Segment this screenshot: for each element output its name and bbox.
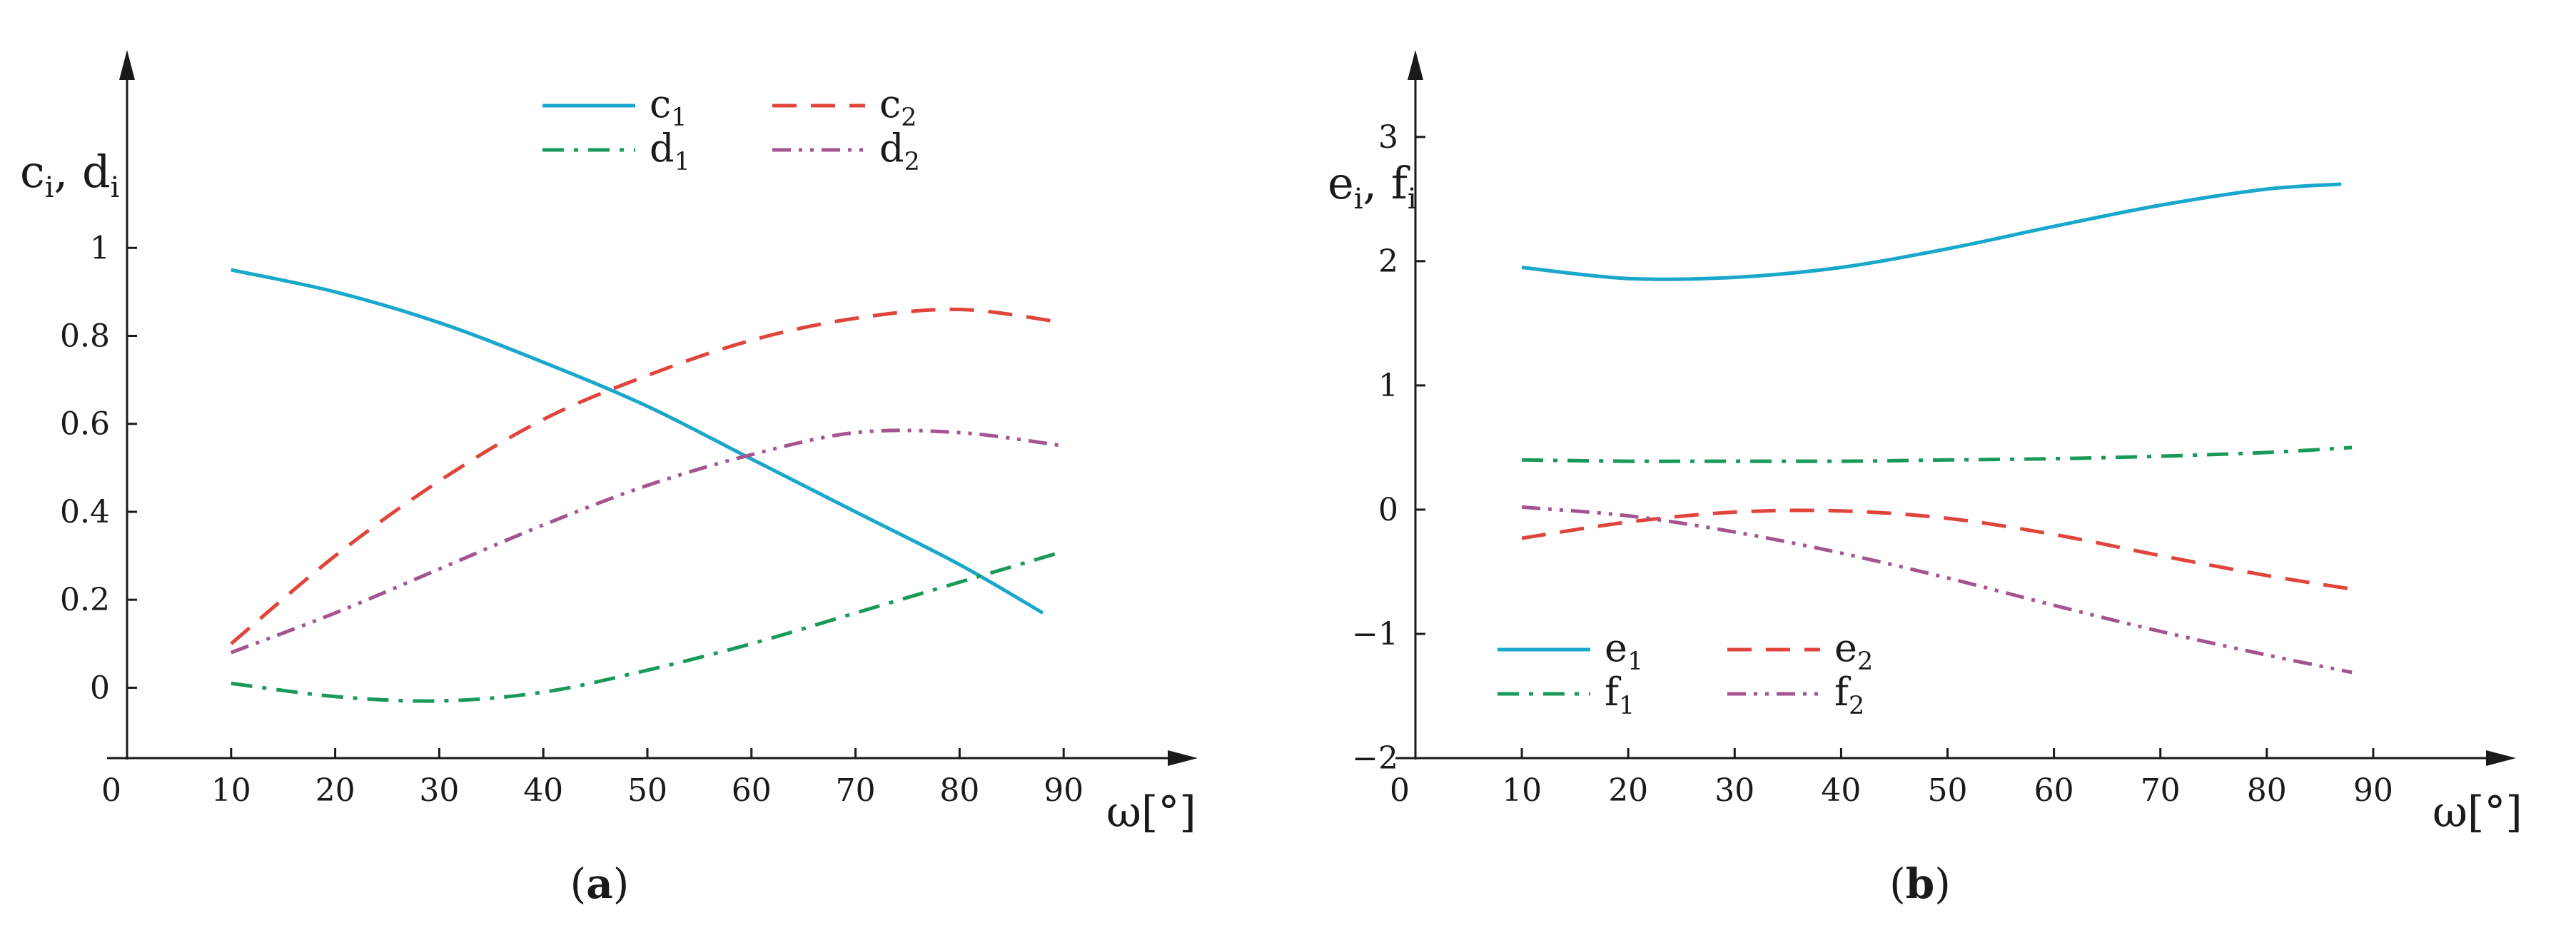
y-tick-label: 1	[90, 230, 110, 266]
y-axis-label: ci, di	[20, 146, 119, 204]
series-line-d1	[231, 550, 1064, 703]
y-tick-label: −1	[1352, 616, 1398, 652]
legend-label-f2-sub: 2	[1849, 692, 1864, 720]
legend-label-f2: f2	[1834, 670, 1864, 720]
legend-label-c1-main: c	[650, 81, 671, 126]
origin-label: 0	[1390, 772, 1410, 809]
legend-label-e1-sub: 1	[1627, 647, 1643, 676]
x-axis-label: ω[°]	[2433, 787, 2522, 837]
series-line-d2	[230, 428, 1064, 655]
x-tick-label: 50	[627, 772, 667, 809]
y-axis-label-part: ,	[1363, 157, 1391, 209]
x-tick-label: 60	[2034, 772, 2074, 809]
x-tick-label: 70	[2141, 772, 2181, 809]
y-axis-label-part: e	[1328, 157, 1354, 209]
x-tick-label: 10	[1502, 772, 1542, 809]
origin-label: 0	[101, 772, 121, 809]
y-tick-label: 0.4	[60, 494, 110, 530]
series-line-e1	[1521, 182, 2342, 281]
x-tick-label: 80	[939, 772, 979, 809]
x-tick-label: 80	[2247, 772, 2287, 809]
series-line-f2	[1521, 505, 2353, 675]
x-tick-label: 50	[1928, 772, 1968, 809]
y-tick-label: 0.8	[60, 318, 110, 354]
x-tick-label: 20	[1608, 772, 1648, 809]
x-axis-arrow	[1168, 750, 1198, 766]
y-axis-arrow	[119, 50, 135, 80]
panel-caption-letter: a	[586, 859, 613, 908]
y-axis-label-part: d	[82, 146, 111, 198]
y-tick-label: 0.6	[60, 406, 110, 443]
x-tick-label: 30	[419, 772, 459, 809]
legend-label-f1-sub: 1	[1619, 692, 1635, 720]
legend-label-c1: c1	[650, 81, 687, 132]
y-tick-label: 2	[1378, 243, 1398, 280]
y-tick-label: 0.2	[60, 582, 110, 618]
x-tick-label: 10	[211, 772, 251, 809]
x-tick-label: 90	[2353, 772, 2393, 809]
series-line-f1	[1522, 445, 2353, 463]
legend-label-e2-sub: 2	[1857, 647, 1873, 676]
y-axis-label-part: i	[1354, 183, 1363, 216]
x-axis-arrow	[2486, 750, 2516, 766]
legend-label-d1-sub: 1	[675, 148, 690, 176]
legend-label-c1-sub: 1	[671, 104, 687, 132]
series-line-e2	[1521, 508, 2353, 591]
legend-label-f1: f1	[1605, 670, 1635, 720]
y-axis-label-part: i	[111, 171, 120, 204]
legend-label-d2-sub: 2	[904, 148, 920, 176]
legend-label-e1-main: e	[1605, 625, 1627, 670]
x-tick-label: 40	[1821, 772, 1861, 809]
legend-label-d2-main: d	[879, 126, 904, 171]
x-axis-label: ω[°]	[1106, 787, 1196, 837]
y-axis-label-part: c	[20, 146, 45, 198]
y-tick-label: 3	[1378, 119, 1398, 156]
y-axis-label: ei, fi	[1328, 157, 1417, 216]
legend-label-c2-main: c	[879, 81, 901, 126]
x-tick-label: 70	[836, 772, 876, 809]
y-axis-arrow	[1408, 50, 1423, 80]
x-tick-label: 20	[315, 772, 355, 809]
legend-label-e2: e2	[1834, 625, 1873, 676]
x-tick-label: 90	[1044, 772, 1084, 809]
panel-caption-letter: b	[1906, 859, 1935, 908]
legend-label-d1-main: d	[650, 126, 675, 171]
y-tick-label: 0	[90, 670, 110, 706]
x-tick-label: 30	[1714, 772, 1754, 809]
legend-label-d1: d1	[650, 126, 690, 176]
x-tick-label: 40	[523, 772, 563, 809]
legend-label-e1: e1	[1605, 625, 1643, 676]
legend-label-d2: d2	[879, 126, 920, 176]
x-tick-label: 60	[732, 772, 772, 809]
series-line-c2	[230, 307, 1064, 645]
series-line-c1	[231, 268, 1044, 615]
panel-caption: (a)	[570, 859, 630, 908]
y-tick-label: 0	[1378, 492, 1398, 528]
y-tick-label: −2	[1352, 740, 1398, 777]
y-axis-label-part: ,	[54, 146, 82, 198]
y-axis-label-part: i	[1408, 183, 1417, 216]
y-axis-label-part: i	[45, 171, 54, 204]
legend-label-c2: c2	[879, 81, 917, 132]
panel-caption: (b)	[1889, 859, 1951, 908]
legend-label-c2-sub: 2	[901, 104, 916, 132]
y-axis-label-part: f	[1391, 157, 1410, 209]
y-tick-label: 1	[1378, 368, 1398, 404]
legend-label-e2-main: e	[1834, 625, 1857, 670]
